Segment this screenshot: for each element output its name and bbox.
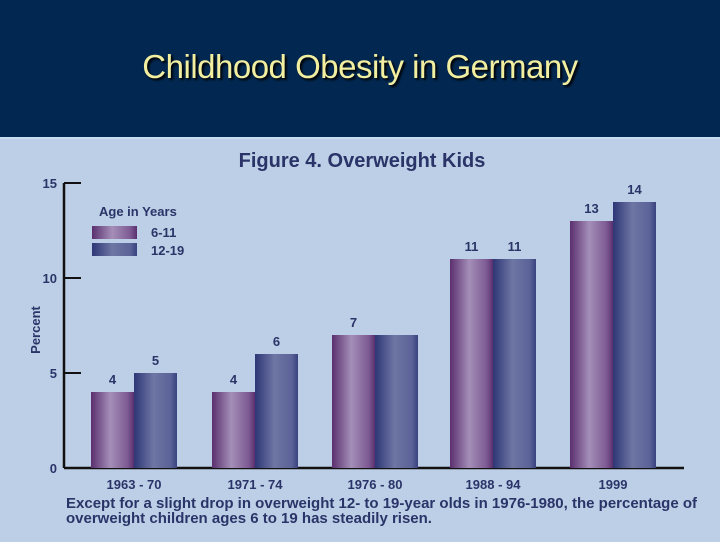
- bar-12-19-4: [613, 202, 656, 468]
- legend-title: Age in Years: [99, 204, 177, 219]
- data-label: 4: [230, 372, 238, 387]
- chart-title: Figure 4. Overweight Kids: [239, 150, 486, 172]
- bar-12-19-1: [255, 354, 298, 468]
- data-label: 4: [109, 372, 117, 387]
- bar-6-11-4: [570, 221, 613, 468]
- data-label: 7: [350, 315, 357, 330]
- x-tick-label: 1999: [599, 477, 628, 492]
- legend-label-6-11: 6-11: [151, 225, 176, 240]
- y-tick-label: 10: [43, 271, 57, 286]
- bar-6-11-2: [332, 335, 375, 468]
- x-tick-label: 1971 - 74: [228, 477, 284, 492]
- slide-header: Childhood Obesity in Germany: [0, 0, 720, 137]
- data-label: 11: [465, 239, 479, 254]
- y-tick-label: 15: [43, 176, 57, 191]
- legend: Age in Years 6-11 12-19: [92, 204, 184, 258]
- data-label: 6: [273, 334, 280, 349]
- y-axis-label: Percent: [28, 305, 43, 353]
- x-tick-label: 1976 - 80: [348, 477, 403, 492]
- bar-6-11-1: [212, 392, 255, 468]
- bar-6-11-3: [450, 259, 493, 468]
- legend-label-12-19: 12-19: [151, 243, 184, 258]
- x-tick-label: 1988 - 94: [466, 477, 522, 492]
- data-label: 14: [627, 182, 642, 197]
- slide-title: Childhood Obesity in Germany: [142, 48, 578, 85]
- data-label: 11: [508, 239, 522, 254]
- y-tick-label: 0: [50, 461, 57, 476]
- bar-12-19-2: [375, 335, 418, 468]
- data-label: 5: [152, 353, 159, 368]
- legend-swatch-6-11: [92, 226, 137, 239]
- x-tick-label: 1963 - 70: [107, 477, 162, 492]
- legend-swatch-12-19: [92, 243, 137, 256]
- bar-6-11-0: [91, 392, 134, 468]
- chart-caption: Except for a slight drop in overweight 1…: [66, 495, 698, 527]
- bar-12-19-3: [493, 259, 536, 468]
- y-tick-label: 5: [50, 366, 57, 381]
- data-label: 13: [584, 201, 598, 216]
- bar-12-19-0: [134, 373, 177, 468]
- bars: 4 5 1963 - 70 4 6 1971 - 74 7 1976 - 80 11 11 1988…: [91, 182, 656, 492]
